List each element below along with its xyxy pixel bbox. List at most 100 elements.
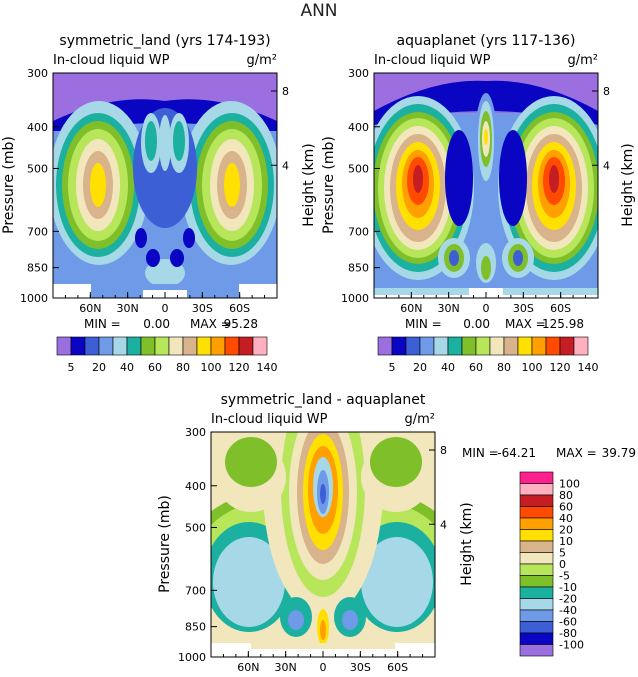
- y-tick-label: 700: [348, 225, 369, 238]
- colorbar-box: [447, 336, 463, 356]
- contour-region: [370, 437, 422, 487]
- colorbar-box: [252, 336, 268, 356]
- colorbar-box: [140, 336, 156, 356]
- colorbar-label: 60: [469, 361, 483, 374]
- max-value: 39.79: [602, 446, 636, 460]
- panel-subtitle: In-cloud liquid WP: [53, 53, 170, 68]
- panel-subtitle: In-cloud liquid WP: [211, 412, 328, 427]
- x-tick-label: 60S: [550, 302, 571, 315]
- surface-mask: [239, 284, 277, 298]
- panel-difference: symmetric_land - aquaplanet In-cloud liq…: [157, 392, 636, 674]
- y-tick-label: 850: [27, 262, 48, 275]
- contour-region: [251, 643, 395, 649]
- contour-region: [213, 537, 285, 627]
- colorbar-label: 20: [413, 361, 427, 374]
- x-tick-label: 60N: [400, 302, 422, 315]
- panel-subtitle: In-cloud liquid WP: [374, 53, 491, 68]
- colorbar-label: 20: [559, 524, 573, 537]
- contour-region: [145, 121, 157, 161]
- y-tick-label: 700: [185, 584, 206, 597]
- max-value: 125.98: [542, 317, 584, 331]
- x-tick-label: 0: [162, 302, 169, 315]
- colorbar-label: 80: [497, 361, 511, 374]
- panel-title: symmetric_land (yrs 174-193): [59, 33, 270, 49]
- contour-plot: [53, 73, 277, 298]
- y-tick-label: 850: [185, 621, 206, 634]
- contour-plot: [374, 73, 598, 298]
- colorbar-label: -80: [559, 627, 577, 640]
- y-right-tick-label: 4: [440, 518, 447, 531]
- colorbar-box: [573, 336, 589, 356]
- colorbar-box: [519, 632, 554, 645]
- contour-region: [225, 437, 277, 487]
- min-label: MIN =: [405, 317, 442, 331]
- contour-region: [183, 228, 195, 248]
- colorbar-label: -100: [559, 639, 584, 652]
- x-tick-label: 30N: [275, 661, 297, 674]
- colorbar-box: [519, 621, 554, 634]
- y-axis: 300 400 500 700 850 1000: [178, 426, 217, 664]
- contour-region: [146, 249, 160, 267]
- y-tick-label: 500: [185, 521, 206, 534]
- colorbar-label: 5: [389, 361, 396, 374]
- colorbar-box: [168, 336, 184, 356]
- y-axis-right-label: Height (km): [459, 502, 475, 585]
- colorbar-box: [391, 336, 407, 356]
- contour-region: [499, 130, 527, 226]
- colorbar-label: 120: [229, 361, 250, 374]
- contour-region: [484, 129, 488, 145]
- y-tick-label: 300: [27, 67, 48, 80]
- y-axis: 300 400 500 700 850 1000: [341, 67, 380, 305]
- colorbar-box: [519, 494, 554, 507]
- y-tick-label: 300: [348, 67, 369, 80]
- colorbar-box: [112, 336, 128, 356]
- contour-region: [413, 165, 423, 193]
- colorbar-box: [519, 529, 554, 542]
- contour-region: [481, 256, 491, 280]
- colorbar-label: 120: [550, 361, 571, 374]
- x-tick-label: 30N: [117, 302, 139, 315]
- max-value: 95.28: [224, 317, 258, 331]
- y-tick-label: 500: [348, 162, 369, 175]
- y-tick-label: 1000: [20, 292, 48, 305]
- colorbar-label: 100: [559, 478, 580, 491]
- y-axis-label: Pressure (mb): [157, 495, 173, 593]
- contour-region: [320, 620, 326, 640]
- colorbar-box: [531, 336, 547, 356]
- y-tick-label: 400: [185, 480, 206, 493]
- y-right-tick-label: 8: [440, 444, 447, 457]
- colorbar-label: 100: [522, 361, 543, 374]
- colorbar-box: [84, 336, 100, 356]
- y-tick-label: 500: [27, 162, 48, 175]
- max-label: MAX =: [190, 317, 231, 331]
- colorbar-box: [519, 552, 554, 565]
- x-tick-label: 0: [483, 302, 490, 315]
- min-label: MIN =: [84, 317, 121, 331]
- colorbar-label: -60: [559, 616, 577, 629]
- colorbar-box: [519, 506, 554, 519]
- contour-region: [549, 165, 559, 193]
- y-right-tick-label: 4: [282, 159, 289, 172]
- panel-symmetric-land: symmetric_land (yrs 174-193) In-cloud li…: [1, 33, 317, 374]
- colorbar-box: [405, 336, 421, 356]
- colorbar-label: 0: [559, 558, 566, 571]
- colorbar-label: -40: [559, 604, 577, 617]
- contour-region: [170, 249, 184, 267]
- contour-region: [320, 484, 326, 504]
- max-label: MAX =: [505, 317, 546, 331]
- min-value: 0.00: [143, 317, 170, 331]
- colorbar-box: [419, 336, 435, 356]
- colorbar-box: [519, 609, 554, 622]
- panel-units: g/m²: [246, 53, 277, 68]
- colorbar-label: 10: [559, 535, 573, 548]
- contour-region: [361, 537, 433, 627]
- max-label: MAX =: [556, 446, 597, 460]
- colorbar-box: [503, 336, 519, 356]
- x-tick-label: 60S: [229, 302, 250, 315]
- colorbar-label: 140: [257, 361, 278, 374]
- colorbar-box: [519, 575, 554, 588]
- colorbar-box: [210, 336, 226, 356]
- x-tick-label: 30N: [438, 302, 460, 315]
- contour-plot: [211, 432, 435, 657]
- contour-region: [173, 121, 185, 161]
